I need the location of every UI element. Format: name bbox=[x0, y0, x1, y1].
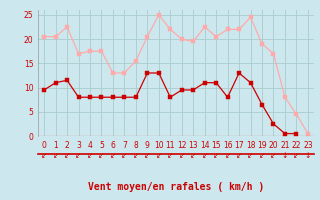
Text: ↙: ↙ bbox=[110, 151, 116, 160]
Text: ↙: ↙ bbox=[167, 151, 173, 160]
Text: ↙: ↙ bbox=[98, 151, 105, 160]
Text: ↙: ↙ bbox=[121, 151, 128, 160]
Text: ↙: ↙ bbox=[41, 151, 47, 160]
Text: ↙: ↙ bbox=[64, 151, 70, 160]
Text: ↙: ↙ bbox=[293, 151, 300, 160]
Text: ↙: ↙ bbox=[133, 151, 139, 160]
Text: ↙: ↙ bbox=[224, 151, 231, 160]
Text: ↙: ↙ bbox=[236, 151, 242, 160]
Text: ↙: ↙ bbox=[87, 151, 93, 160]
Text: ↙: ↙ bbox=[179, 151, 185, 160]
Text: ↙: ↙ bbox=[75, 151, 82, 160]
Text: ↙: ↙ bbox=[259, 151, 265, 160]
Text: ↓: ↓ bbox=[282, 151, 288, 160]
Text: ↙: ↙ bbox=[270, 151, 277, 160]
Text: ↙: ↙ bbox=[190, 151, 196, 160]
Text: Vent moyen/en rafales ( km/h ): Vent moyen/en rafales ( km/h ) bbox=[88, 182, 264, 192]
Text: ↙: ↙ bbox=[156, 151, 162, 160]
Text: ↙: ↙ bbox=[247, 151, 254, 160]
Text: ↙: ↙ bbox=[213, 151, 219, 160]
Text: ↙: ↙ bbox=[144, 151, 150, 160]
Text: ↓: ↓ bbox=[305, 151, 311, 160]
Text: ↙: ↙ bbox=[52, 151, 59, 160]
Text: ↙: ↙ bbox=[202, 151, 208, 160]
